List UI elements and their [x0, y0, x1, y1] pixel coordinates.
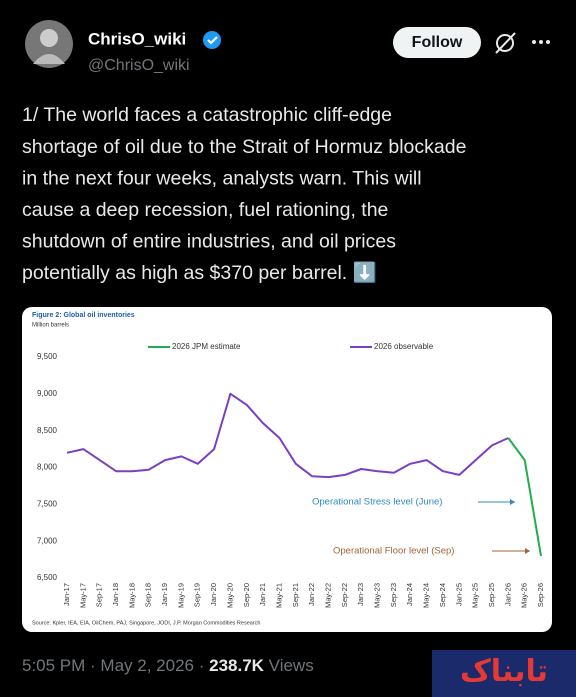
- y-tick-label: 9,500: [37, 352, 58, 361]
- tweet-text-line: cause a deep recession, fuel rationing, …: [22, 199, 388, 221]
- x-tick-label: Jan-26: [503, 583, 512, 606]
- x-tick-label: Jan-20: [209, 583, 218, 606]
- watermark: تابناک: [460, 655, 548, 688]
- y-tick-label: 8,500: [37, 426, 58, 435]
- annotation: Operational Floor level (Sep): [333, 546, 454, 557]
- annotation-arrowhead: [510, 499, 515, 505]
- x-tick-label: Sep-20: [242, 583, 251, 607]
- x-tick-label: Sep-23: [389, 583, 398, 607]
- author-name[interactable]: ChrisO_wiki: [88, 29, 186, 48]
- tweet-text-line: 1/ The world faces a catastrophic cliff-…: [22, 104, 392, 126]
- y-tick-label: 9,000: [37, 389, 58, 398]
- x-tick-label: Jan-18: [111, 583, 120, 606]
- watermark-bg: [432, 650, 576, 697]
- y-tick-label: 8,000: [37, 463, 58, 472]
- x-tick-label: May-18: [127, 583, 136, 608]
- x-tick-label: May-21: [274, 583, 283, 608]
- x-tick-label: Sep-18: [144, 583, 153, 607]
- y-axis-label: Million barrels: [32, 323, 69, 329]
- tweet-text-line: in the next four weeks, analysts warn. T…: [22, 167, 422, 189]
- tweet-text-line: shortage of oil due to the Strait of Hor…: [22, 136, 466, 158]
- x-tick-label: Jan-17: [62, 583, 71, 606]
- more-icon[interactable]: [532, 40, 550, 44]
- x-tick-label: May-22: [324, 583, 333, 608]
- timestamp: 5:05 PM · May 2, 2026 · 238.7K Views: [22, 656, 314, 675]
- series-line: [507, 437, 542, 557]
- avatar-head: [40, 29, 58, 47]
- time-date: 5:05 PM · May 2, 2026 ·: [22, 656, 204, 675]
- x-tick-label: Jan-25: [454, 583, 463, 606]
- x-tick-label: Sep-25: [487, 583, 496, 607]
- legend-label: 2026 observable: [374, 342, 434, 351]
- handle[interactable]: @ChrisO_wiki: [88, 57, 190, 74]
- grok-icon[interactable]: [495, 32, 516, 54]
- x-tick-label: Sep-21: [291, 583, 300, 607]
- x-tick-label: Sep-19: [193, 583, 202, 607]
- tweet-text-line: shutdown of entire industries, and oil p…: [22, 231, 396, 253]
- y-tick-label: 6,500: [37, 573, 58, 582]
- follow-label[interactable]: Follow: [412, 34, 463, 51]
- x-tick-label: May-26: [520, 583, 529, 608]
- x-tick-label: Jan-21: [258, 583, 267, 606]
- chart-title: Figure 2: Global oil inventories: [32, 312, 135, 319]
- x-tick-label: Jan-23: [356, 583, 365, 606]
- x-tick-label: May-24: [422, 583, 431, 608]
- annotation: Operational Stress level (June): [312, 497, 442, 508]
- y-tick-label: 7,500: [37, 499, 58, 508]
- verified-badge: [203, 31, 221, 49]
- x-tick-label: Jan-22: [307, 583, 316, 606]
- follow-button[interactable]: [393, 27, 481, 58]
- x-tick-label: Jan-19: [160, 583, 169, 606]
- x-tick-label: Sep-24: [438, 583, 447, 607]
- legend-label: 2026 JPM estimate: [172, 342, 241, 351]
- x-tick-label: May-17: [78, 583, 87, 608]
- x-tick-label: Sep-22: [340, 583, 349, 607]
- chart-source: Source: Kpler, IEA, EIA, OilChem, PAJ, S…: [32, 620, 260, 626]
- tweet-text-line: potentially as high as $370 per barrel. …: [22, 261, 377, 284]
- avatar-body: [33, 54, 65, 64]
- y-tick-label: 7,000: [37, 536, 58, 545]
- x-tick-label: May-20: [225, 583, 234, 608]
- annotation-arrowhead: [525, 548, 530, 554]
- x-tick-label: May-25: [471, 583, 480, 608]
- x-tick-label: May-19: [176, 583, 185, 608]
- views-label: Views: [269, 656, 314, 675]
- series-line: [66, 392, 509, 479]
- views-count: 238.7K: [209, 656, 265, 675]
- chart-image[interactable]: [22, 307, 552, 632]
- x-tick-label: Sep-26: [536, 583, 545, 607]
- x-tick-label: Jan-24: [405, 583, 414, 606]
- x-tick-label: Sep-17: [95, 583, 104, 607]
- x-tick-label: May-23: [373, 583, 382, 608]
